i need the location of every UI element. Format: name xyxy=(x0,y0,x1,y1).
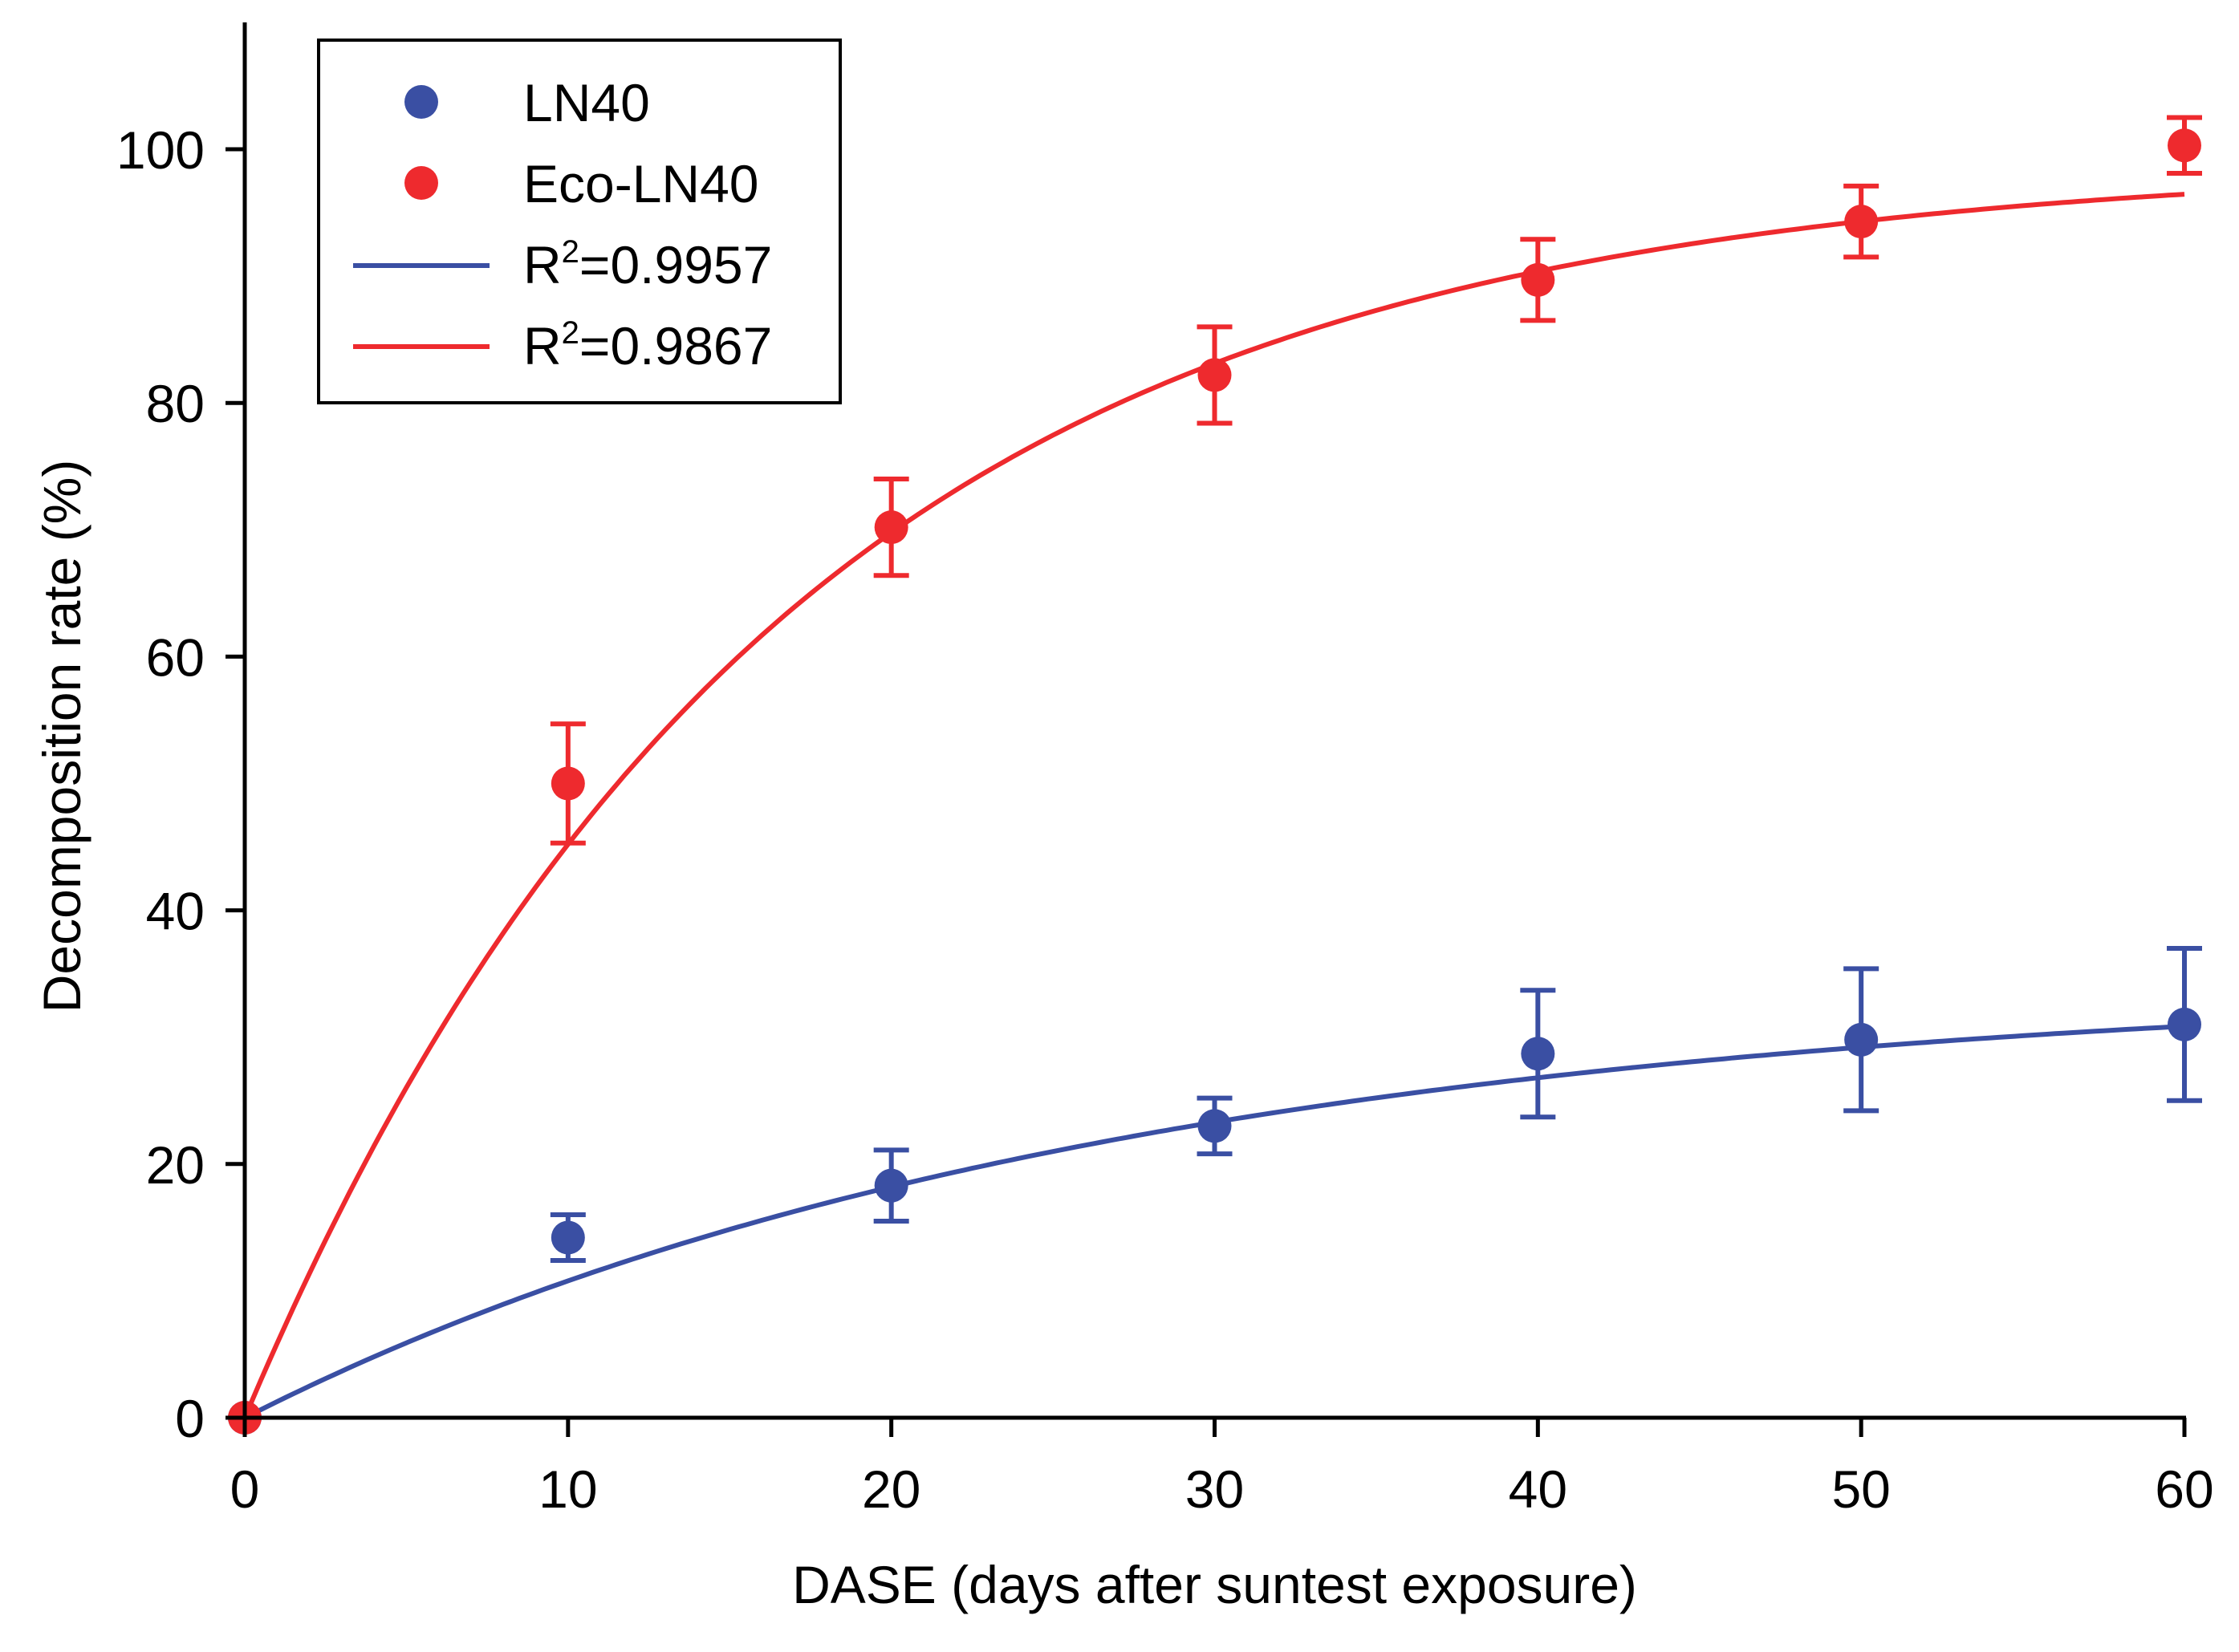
legend-label: R2=0.9957 xyxy=(523,234,772,294)
marker xyxy=(551,766,585,801)
x-tick-label: 0 xyxy=(230,1459,260,1519)
x-tick-label: 30 xyxy=(1185,1459,1244,1519)
legend-label: R2=0.9867 xyxy=(523,315,772,375)
marker xyxy=(1844,1022,1879,1057)
x-tick-label: 50 xyxy=(1831,1459,1890,1519)
axes: 0 10 20 30 40 50 60 0 20 40 60 80 100 xyxy=(116,22,2214,1519)
marker xyxy=(551,1220,585,1255)
y-axis-title: Decomposition rate (%) xyxy=(32,460,91,1013)
marker xyxy=(1197,1109,1232,1143)
legend-label: Eco-LN40 xyxy=(523,154,759,213)
legend-label: LN40 xyxy=(523,73,650,132)
data-point-LN40 xyxy=(550,1212,586,1263)
legend-item: R2=0.9957 xyxy=(353,234,772,294)
y-tick-label: 80 xyxy=(146,374,205,433)
data-point-Eco-LN40 xyxy=(1843,183,1879,260)
y-tick-label: 0 xyxy=(175,1389,205,1448)
data-point-LN40 xyxy=(873,1147,909,1224)
data-point-Eco-LN40 xyxy=(550,721,586,846)
plot-area xyxy=(228,115,2202,1435)
fit-curve-1 xyxy=(243,1024,2185,1420)
legend-item: Eco-LN40 xyxy=(404,154,759,213)
legend-marker xyxy=(404,166,438,200)
y-tick-label: 60 xyxy=(146,627,205,687)
data-point-LN40 xyxy=(1197,1095,1233,1157)
y-tick-label: 40 xyxy=(146,882,205,941)
data-point-LN40 xyxy=(2167,946,2202,1103)
x-tick-label: 10 xyxy=(538,1459,597,1519)
data-point-Eco-LN40 xyxy=(1520,237,1556,323)
data-point-LN40 xyxy=(1520,988,1556,1120)
y-tick-label: 20 xyxy=(146,1135,205,1195)
data-point-Eco-LN40 xyxy=(1197,324,1233,426)
marker xyxy=(874,1168,908,1203)
data-point-LN40 xyxy=(1843,966,1879,1114)
legend-marker xyxy=(404,85,438,119)
x-tick-label: 60 xyxy=(2155,1459,2213,1519)
data-point-Eco-LN40 xyxy=(873,477,909,578)
marker xyxy=(1521,262,1555,297)
data-point-Eco-LN40 xyxy=(2167,115,2202,177)
legend-item: LN40 xyxy=(404,73,650,132)
y-tick-label: 100 xyxy=(116,120,205,180)
marker xyxy=(1521,1037,1555,1071)
marker xyxy=(2168,128,2201,163)
x-tick-label: 40 xyxy=(1509,1459,1567,1519)
marker xyxy=(2168,1007,2201,1041)
legend: LN40 Eco-LN40 R2=0.9957 R2=0.9867 xyxy=(317,39,842,404)
marker xyxy=(1197,358,1232,392)
legend-item: R2=0.9867 xyxy=(353,315,772,375)
marker xyxy=(874,510,908,545)
x-axis-title: DASE (days after suntest exposure) xyxy=(792,1555,1637,1614)
marker xyxy=(1844,205,1879,239)
x-tick-label: 20 xyxy=(862,1459,920,1519)
